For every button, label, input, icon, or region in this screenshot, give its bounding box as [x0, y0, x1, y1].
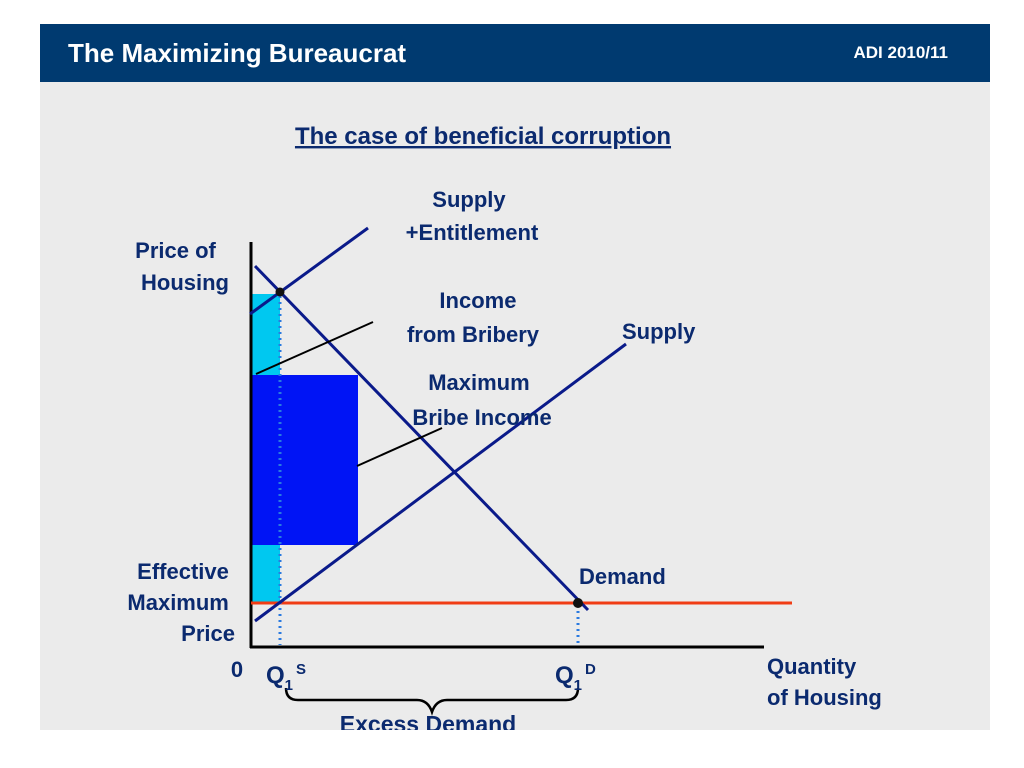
- income-pointer-line: [255, 321, 374, 375]
- income-from-bribery-label: Income from Bribery: [407, 288, 540, 347]
- effective-max-price-label: Effective Maximum Price: [127, 559, 235, 646]
- supply-entitlement-label: Supply +Entitlement: [406, 187, 539, 245]
- supply-curve: [254, 342, 627, 623]
- supply-entitlement-demand-point: [275, 287, 285, 297]
- bribery-diagram: The case of beneficial corruption Price …: [127, 123, 882, 730]
- supply-label: Supply: [622, 319, 696, 344]
- diagram-subtitle: The case of beneficial corruption: [295, 123, 671, 150]
- supply-entitlement-curve: [249, 226, 369, 316]
- demand-label: Demand: [579, 564, 666, 589]
- qs-label: Q1S: [266, 661, 306, 694]
- slide-body: The case of beneficial corruption Price …: [40, 82, 990, 730]
- course-tag: ADI 2010/11: [853, 43, 948, 62]
- max-bribe-income-area: [251, 375, 358, 545]
- qd-label: Q1D: [555, 661, 596, 694]
- bribe-pointer-line: [356, 427, 443, 467]
- demand-price-point: [573, 598, 583, 608]
- max-bribe-income-label: Maximum Bribe Income: [412, 370, 551, 430]
- excess-demand-brace: [284, 687, 580, 716]
- slide-header: The Maximizing Bureaucrat ADI 2010/11: [40, 24, 990, 82]
- excess-demand-label: Excess Demand: [340, 711, 516, 730]
- y-axis-label: Price of Housing: [135, 238, 229, 295]
- origin-label: 0: [231, 657, 243, 682]
- slide-title: The Maximizing Bureaucrat: [68, 38, 407, 68]
- x-axis-label: Quantity of Housing: [767, 654, 882, 710]
